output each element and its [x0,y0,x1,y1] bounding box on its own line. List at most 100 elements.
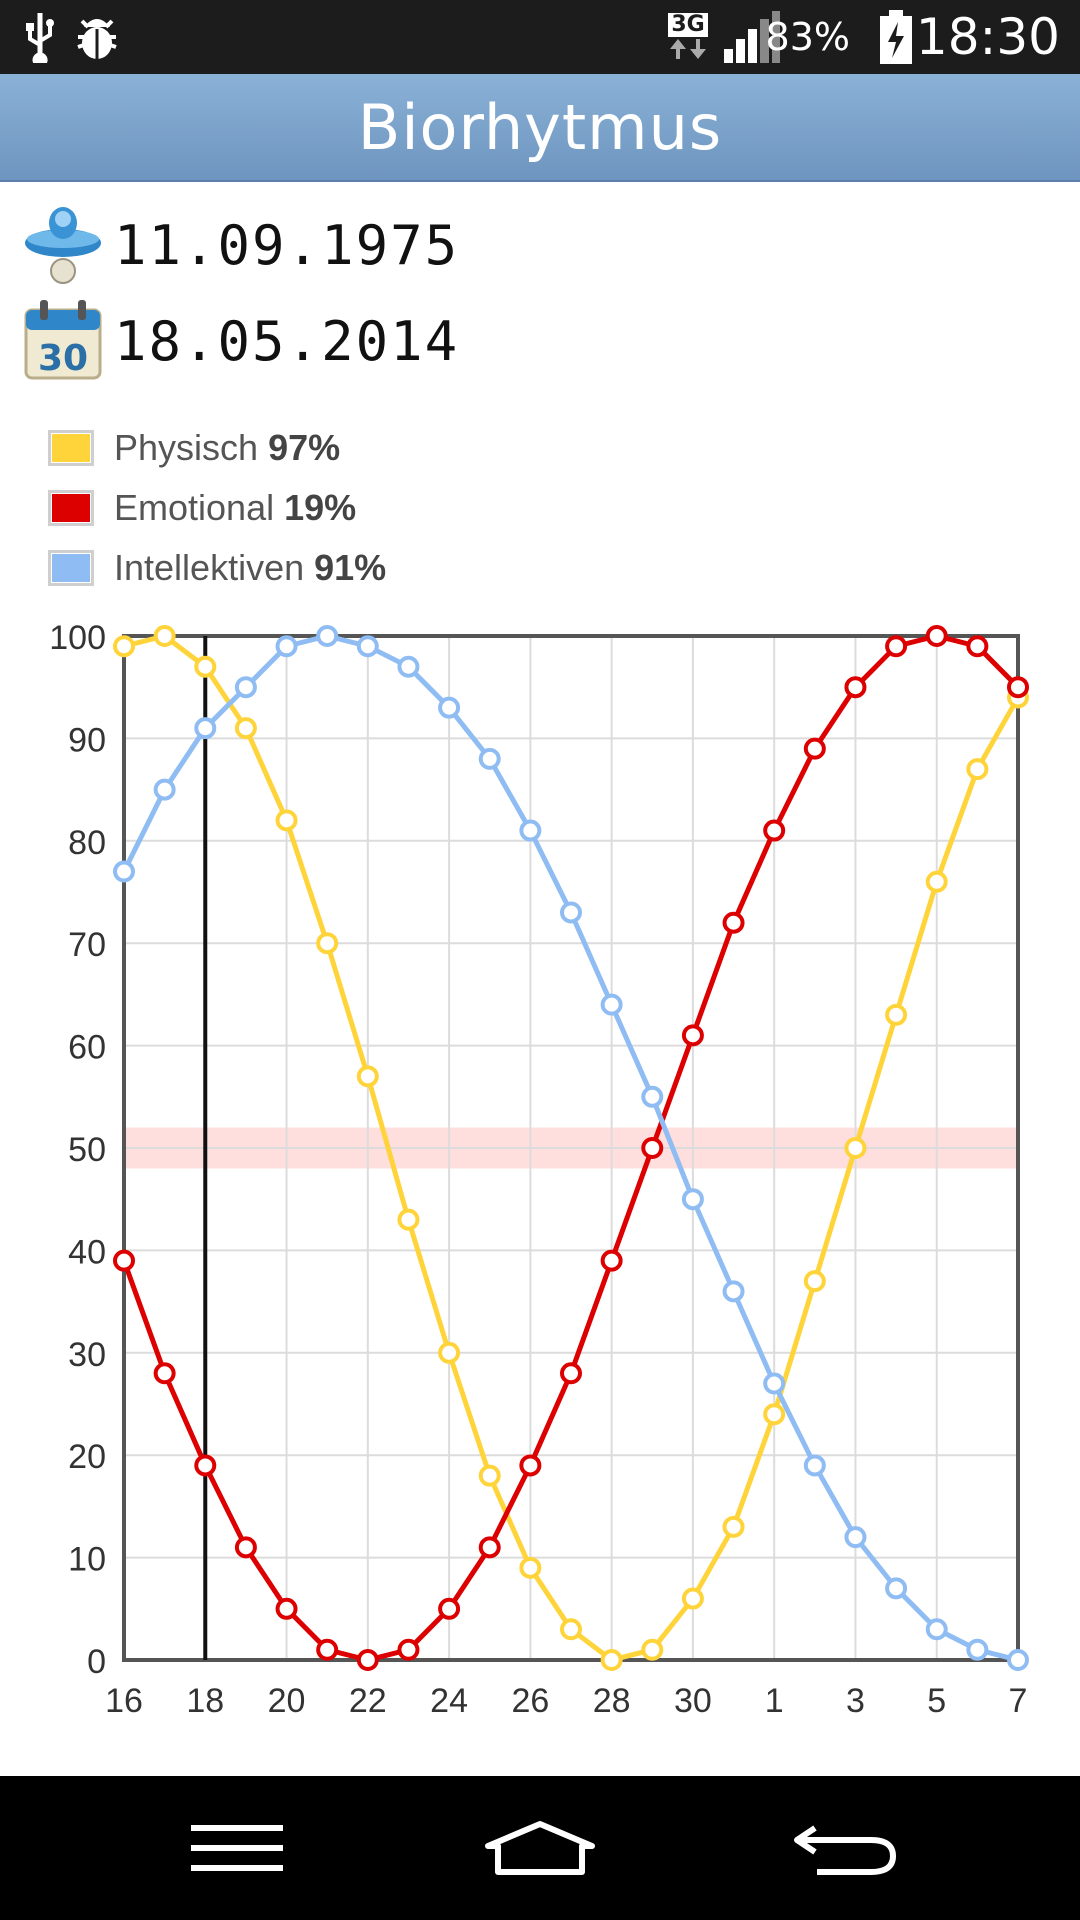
home-icon[interactable] [440,1776,640,1920]
data-point [844,676,867,699]
calendar-icon: 30 [22,296,104,386]
current-date-row[interactable]: 30 18.05.2014 [22,296,522,386]
x-tick-label: 30 [674,1682,712,1720]
data-point [641,1137,664,1159]
data-point [966,758,989,781]
data-point [478,1464,501,1487]
legend-item-intellektiven: Intellektiven 91% [48,538,386,598]
current-date[interactable]: 18.05.2014 [114,309,460,373]
data-point [681,1188,704,1211]
legend-item-physisch: Physisch 97% [48,418,386,478]
app-title: Biorhytmus [357,90,723,164]
data-point [885,1577,908,1600]
y-tick-label: 20 [68,1438,106,1476]
data-point [194,1454,217,1477]
legend-item-emotional: Emotional 19% [48,478,386,538]
biorhythm-chart[interactable]: 0 10 20 30 40 50 60 70 80 90 100 16 18 20 22 24 26 28 30 1 3… [0,600,1080,1760]
x-tick-label: 3 [846,1682,865,1720]
legend-swatch [48,490,94,526]
menu-icon[interactable] [137,1776,337,1920]
data-point [560,1362,582,1385]
title-bar: Biorhytmus [0,74,1080,182]
data-point [925,870,948,893]
battery-charging-icon [878,0,914,74]
x-tick-label: 1 [765,1682,784,1720]
data-point [925,1618,948,1641]
data-point [966,1638,989,1661]
data-point [600,1649,623,1671]
data-point [1007,676,1029,699]
x-tick-label: 18 [186,1682,224,1720]
data-point [560,1618,582,1641]
data-point [803,1454,826,1477]
data-point [356,1065,379,1088]
data-point [316,625,339,647]
legend-swatch [48,430,94,466]
data-point [803,1270,826,1293]
data-point [803,737,826,760]
data-point [763,819,786,842]
data-point [763,1403,786,1426]
data-point [844,1137,867,1159]
data-point [966,635,989,658]
data-point [1007,1649,1029,1671]
legend-label: Physisch [114,427,259,468]
data-point [519,1454,542,1477]
plot-frame [122,634,1020,1662]
data-point [234,676,257,699]
data-point [641,1085,664,1108]
navigation-bar [0,1776,1080,1920]
y-tick-label: 70 [68,926,106,964]
usb-icon [22,0,58,74]
data-point [397,1208,420,1231]
x-tick-label: 20 [268,1682,306,1720]
legend-value: 97% [268,427,341,468]
legend-label: Emotional [114,487,275,528]
x-tick-label: 16 [105,1682,143,1720]
data-point [234,1536,257,1559]
x-tick-label: 22 [349,1682,387,1720]
legend-swatch [48,550,94,586]
data-arrows-icon: 3G [668,0,708,74]
data-point [885,635,908,658]
data-point [681,1587,704,1610]
y-tick-label: 100 [49,619,106,657]
data-point [438,696,461,719]
data-point [722,911,745,934]
x-tick-label: 7 [1009,1682,1028,1720]
birth-date[interactable]: 11.09.1975 [114,213,460,277]
data-point [275,809,298,832]
back-icon[interactable] [744,1776,944,1920]
data-point [925,625,948,647]
data-point [153,778,176,801]
data-point [275,1597,298,1620]
data-point [600,993,623,1016]
birth-date-row[interactable]: 11.09.1975 [22,200,522,290]
pacifier-icon [22,201,104,289]
calendar-icon-text: 30 [38,338,88,379]
x-tick-label: 5 [927,1682,946,1720]
y-tick-label: 50 [68,1131,106,1169]
data-point [356,1649,379,1671]
data-point [519,1556,542,1579]
data-point [478,747,501,770]
data-point [519,819,542,842]
y-tick-label: 80 [68,824,106,862]
y-tick-label: 30 [68,1336,106,1374]
signal-icon [722,0,782,74]
legend-value: 91% [314,547,387,588]
data-point [275,635,298,658]
data-point [397,1638,420,1661]
y-tick-label: 40 [68,1233,106,1271]
data-point [844,1526,867,1549]
debug-icon [74,0,120,74]
data-point [397,655,420,678]
data-point [681,1024,704,1047]
status-bar: 3G 83% 18:30 [0,0,1080,74]
data-point [234,717,257,740]
legend-value: 19% [284,487,357,528]
data-point [478,1536,501,1559]
x-tick-label: 28 [593,1682,631,1720]
clock: 18:30 [915,8,1060,66]
y-tick-label: 10 [68,1541,106,1579]
